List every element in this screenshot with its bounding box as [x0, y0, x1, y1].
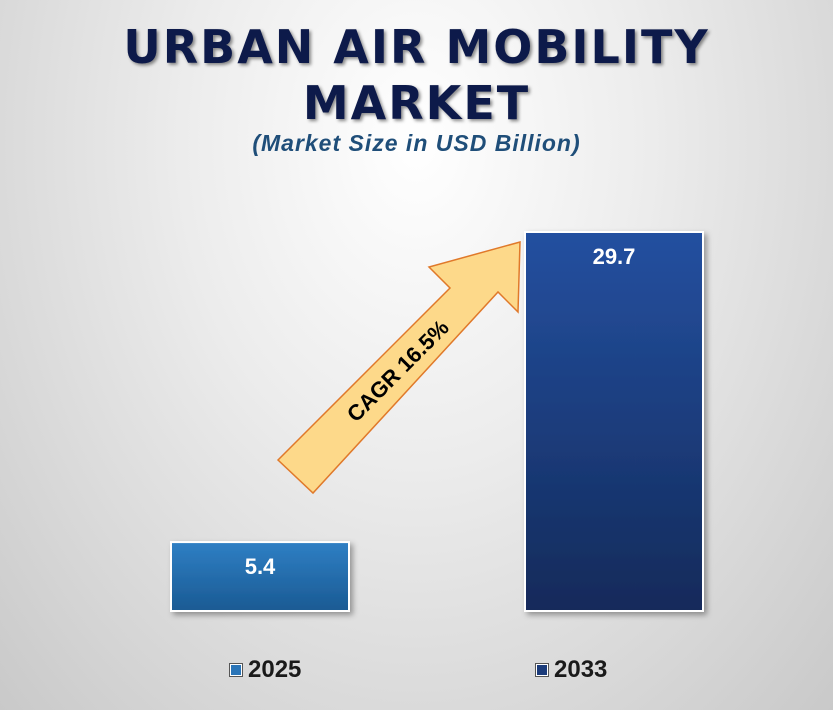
- data-label-2033: 29.7: [593, 244, 636, 269]
- cagr-arrow: CAGR 16.5%: [276, 241, 521, 495]
- cagr-label: CAGR 16.5%: [342, 315, 454, 427]
- legend-label-2025: 2025: [248, 656, 302, 683]
- legend-item-2033: 2033: [536, 656, 607, 684]
- legend-swatch-2025: [230, 664, 242, 676]
- data-label-2025: 5.4: [245, 554, 276, 579]
- chart-title-line2: MARKET: [302, 76, 531, 130]
- bar-2033: [524, 231, 704, 612]
- cagr-arrow-shape: [276, 241, 521, 495]
- chart-title-line1: URBAN AIR MOBILITY: [123, 20, 710, 74]
- bar-2025: [170, 541, 350, 612]
- legend-label-2033: 2033: [554, 656, 608, 683]
- legend-item-2025: 2025: [230, 656, 301, 684]
- legend-swatch-2033: [536, 664, 548, 676]
- chart-subtitle: (Market Size in USD Billion): [252, 130, 581, 156]
